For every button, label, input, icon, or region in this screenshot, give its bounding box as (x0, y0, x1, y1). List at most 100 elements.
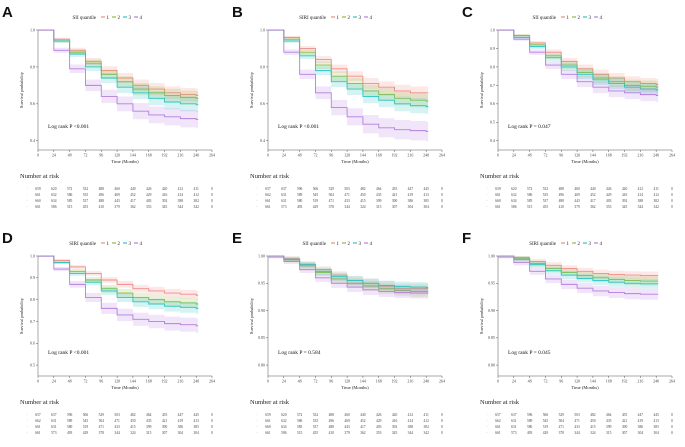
risk-cell: 304 (193, 431, 199, 435)
x-tick-label: 144 (360, 153, 366, 158)
x-tick-label: 168 (376, 379, 382, 384)
y-tick-label: 0.4 (260, 138, 265, 143)
x-tick-label: 72 (543, 153, 547, 158)
risk-cell: 378 (99, 431, 105, 435)
y-tick-label: 1.00 (488, 253, 495, 258)
risk-row-marker: - (486, 193, 488, 197)
risk-cell: 585 (527, 199, 533, 203)
risk-cell: 447 (408, 187, 414, 191)
legend-title: SIRI quantile (529, 242, 557, 247)
legend-label-2: 2 (348, 242, 351, 247)
risk-cell: 573 (511, 431, 517, 435)
risk-cell: 471 (559, 425, 565, 429)
legend-label-3: 3 (359, 16, 362, 21)
risk-cell: 420 (622, 187, 628, 191)
ci-band-2 (268, 30, 429, 109)
risk-cell: 455 (313, 431, 319, 435)
x-tick-label: 168 (376, 153, 382, 158)
risk-cell: 0 (441, 205, 443, 209)
risk-cell: 429 (313, 205, 319, 209)
risk-cell: 0 (671, 413, 673, 417)
risk-cell: 413 (653, 419, 659, 423)
legend-label-2: 2 (578, 16, 581, 21)
risk-cell: 415 (130, 425, 136, 429)
risk-cell: 580 (297, 199, 303, 203)
x-tick-label: 120 (574, 153, 580, 158)
ci-band-4 (498, 256, 659, 300)
y-tick-label: 1.0 (30, 253, 35, 258)
ci-band-3 (38, 30, 199, 113)
risk-cell: 632 (511, 193, 517, 197)
risk-cell: 0 (211, 419, 213, 423)
survival-curve-3 (38, 255, 199, 309)
panel-label-e: E (232, 230, 243, 247)
x-tick-label: 96 (99, 153, 103, 158)
risk-row-marker: - (26, 425, 28, 429)
y-tick-label: 1.00 (258, 253, 265, 258)
legend-label-3: 3 (359, 242, 362, 247)
x-tick-label: 240 (653, 379, 659, 384)
risk-cell: 519 (313, 199, 319, 203)
risk-cell: 493 (67, 431, 73, 435)
risk-cell: 586 (527, 193, 533, 197)
x-tick-label: 96 (329, 153, 333, 158)
risk-cell: 390 (622, 425, 628, 429)
risk-cell: 455 (543, 205, 549, 209)
risk-cell: 0 (211, 425, 213, 429)
risk-cell: 344 (638, 205, 644, 209)
risk-cell: 386 (638, 425, 644, 429)
x-tick-label: 192 (162, 379, 168, 384)
risk-cell: 412 (423, 419, 429, 423)
risk-cell: 421 (162, 419, 168, 423)
risk-cell: 529 (99, 413, 105, 417)
risk-cell: 315 (606, 431, 612, 435)
risk-cell: 566 (313, 187, 319, 191)
ci-band-3 (38, 256, 199, 314)
x-tick-label: 144 (360, 379, 366, 384)
risk-cell: 399 (146, 425, 152, 429)
x-tick-label: 144 (590, 379, 596, 384)
legend-label-4: 4 (370, 16, 373, 21)
legend-label-2: 2 (118, 242, 121, 247)
risk-cell: 631 (51, 425, 57, 429)
risk-cell: 496 (99, 193, 105, 197)
risk-row-marker: - (26, 199, 28, 203)
risk-cell: 440 (130, 187, 136, 191)
risk-cell: 0 (671, 419, 673, 423)
x-tick-label: 48 (68, 379, 72, 384)
risk-cell: 660 (265, 425, 271, 429)
risk-cell: 596 (527, 413, 533, 417)
y-tick-label: 0.6 (30, 341, 35, 346)
risk-cell: 429 (146, 193, 152, 197)
risk-title: Number at risk (250, 173, 290, 180)
risk-cell: 345 (622, 205, 628, 209)
x-tick-label: 240 (423, 379, 429, 384)
panel-label-c: C (462, 4, 473, 21)
risk-cell: 596 (297, 187, 303, 191)
panel-e: E SII quantile 1 2 3 4 0.80 0.85 0.90 0.95 1.00 0 2… (230, 226, 452, 446)
risk-cell: 504 (329, 193, 335, 197)
risk-cell: 657 (495, 413, 501, 417)
risk-cell: 620 (281, 413, 287, 417)
risk-cell: 488 (329, 413, 335, 417)
risk-cell: 662 (35, 419, 41, 423)
risk-cell: 660 (495, 199, 501, 203)
survival-curve-4 (268, 29, 429, 132)
risk-cell: 440 (360, 413, 366, 417)
risk-cell: 537 (83, 199, 89, 203)
risk-cell: 0 (441, 193, 443, 197)
risk-cell: 411 (424, 413, 429, 417)
risk-cell: 315 (376, 205, 382, 209)
legend-label-3: 3 (589, 16, 592, 21)
risk-cell: 345 (162, 205, 168, 209)
risk-cell: 504 (559, 419, 565, 423)
risk-cell: 353 (146, 205, 152, 209)
risk-title: Number at risk (20, 399, 60, 406)
risk-cell: 634 (281, 425, 287, 429)
risk-cell: 632 (281, 419, 287, 423)
risk-cell: 573 (51, 431, 57, 435)
risk-cell: 411 (654, 187, 659, 191)
risk-row-marker: - (26, 205, 28, 209)
risk-cell: 661 (35, 431, 41, 435)
risk-cell: 452 (590, 193, 596, 197)
